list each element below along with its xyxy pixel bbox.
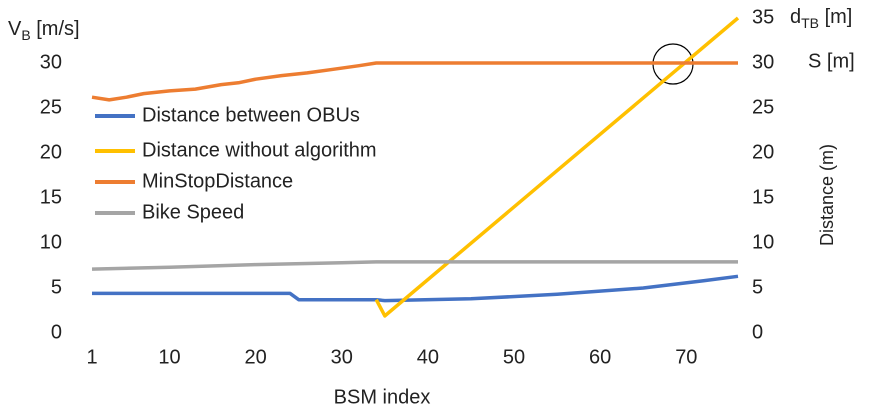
y-tick-label: 5 bbox=[51, 276, 62, 298]
y2-axis-label: dTB [m] bbox=[790, 6, 852, 30]
y2-tick-label: 5 bbox=[752, 276, 763, 298]
y2-label-sub: TB bbox=[801, 15, 819, 31]
x-tick-label: 1 bbox=[86, 346, 97, 368]
series-line bbox=[91, 260, 738, 271]
y2-axis-label-2: S [m] bbox=[808, 50, 855, 72]
x-tick-label: 40 bbox=[417, 346, 439, 368]
x-tick-label: 60 bbox=[589, 346, 611, 368]
legend-label: Distance without algorithm bbox=[142, 139, 377, 161]
y-axis-label: VB [m/s] bbox=[8, 18, 80, 42]
x-tick-label: 50 bbox=[503, 346, 525, 368]
x-tick-label: 20 bbox=[245, 346, 267, 368]
y-tick-label: 10 bbox=[40, 231, 62, 253]
y2-tick-label: 10 bbox=[752, 231, 774, 253]
series-line bbox=[92, 274, 739, 303]
x-tick-label: 30 bbox=[331, 346, 353, 368]
y-tick-label: 30 bbox=[40, 51, 62, 73]
y2-tick-label: 15 bbox=[752, 186, 774, 208]
y2-tick-label: 20 bbox=[752, 141, 774, 163]
legend-label: MinStopDistance bbox=[142, 170, 293, 192]
series-line bbox=[374, 16, 740, 318]
y-tick-label: 0 bbox=[51, 321, 62, 343]
y2-tick-label: 30 bbox=[752, 51, 774, 73]
y2-tick-label: 35 bbox=[752, 6, 774, 28]
y-tick-label: 25 bbox=[40, 96, 62, 118]
y2-tick-label: 0 bbox=[752, 321, 763, 343]
y-label-unit: [m/s] bbox=[31, 18, 80, 40]
y2-label-main: d bbox=[790, 6, 801, 28]
y2-label-unit: [m] bbox=[819, 6, 852, 28]
y2-tick-label: 25 bbox=[752, 96, 774, 118]
x-axis-label: BSM index bbox=[334, 386, 431, 408]
y-tick-label: 20 bbox=[40, 141, 62, 163]
y-tick-label: 15 bbox=[40, 186, 62, 208]
y-label-sub: B bbox=[21, 27, 30, 43]
legend-label: Distance between OBUs bbox=[142, 104, 360, 126]
x-tick-label: 70 bbox=[675, 346, 697, 368]
legend-label: Bike Speed bbox=[142, 201, 244, 223]
x-tick-label: 10 bbox=[158, 346, 180, 368]
y-label-main: V bbox=[8, 18, 22, 40]
series-line bbox=[91, 61, 738, 102]
y2-axis-title: Distance (m) bbox=[817, 144, 837, 246]
